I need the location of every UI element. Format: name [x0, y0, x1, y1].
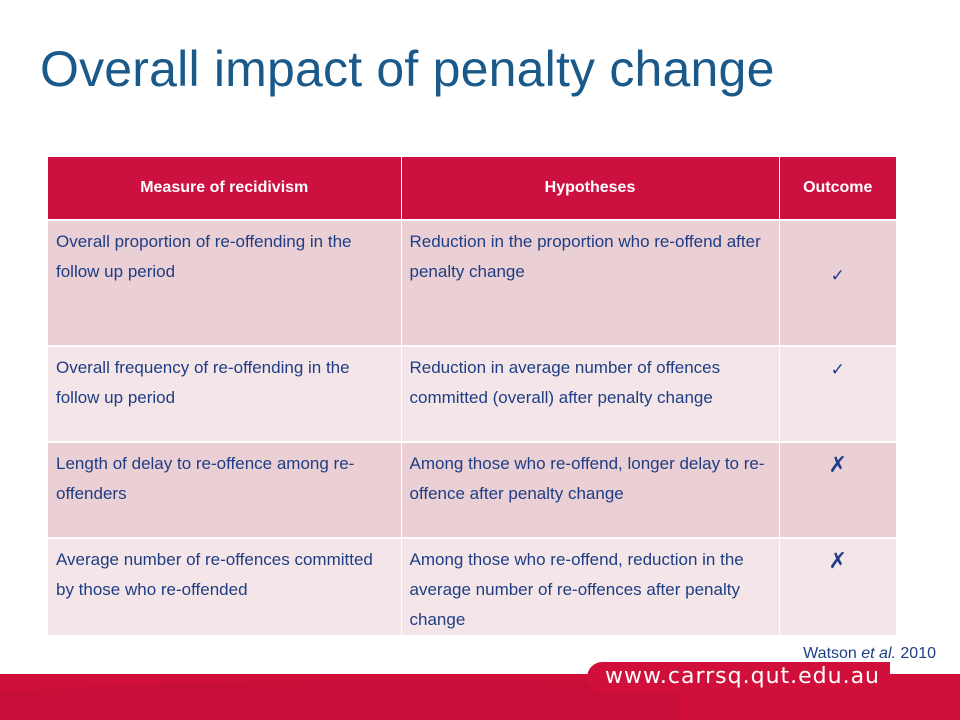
citation: Watson et al. 2010 — [803, 645, 936, 663]
table-row: Overall frequency of re-offending in the… — [48, 345, 896, 442]
measure-cell: Average number of re-offences committed … — [48, 537, 401, 635]
check-icon: ✓ — [830, 266, 845, 286]
footer-url-link[interactable]: www.carrsq.qut.edu.au — [586, 662, 890, 693]
citation-author: Watson — [803, 645, 857, 662]
citation-year: 2010 — [900, 645, 936, 662]
header-outcome: Outcome — [778, 157, 896, 220]
measure-cell: Overall frequency of re-offending in the… — [48, 345, 401, 442]
measure-cell: Overall proportion of re-offending in th… — [48, 219, 401, 346]
recidivism-table-container: Measure of recidivism Hypotheses Outcome… — [48, 157, 896, 635]
hypothesis-cell: Among those who re-offend, longer delay … — [400, 441, 779, 538]
hypothesis-cell: Among those who re-offend, reduction in … — [400, 537, 779, 635]
table-header-row: Measure of recidivism Hypotheses Outcome — [48, 157, 896, 220]
footer-swoosh-graphic — [0, 679, 680, 720]
check-icon: ✓ — [830, 360, 845, 380]
outcome-cell: ✓ — [778, 345, 896, 442]
measure-cell: Length of delay to re-offence among re-o… — [48, 441, 401, 538]
hypothesis-cell: Reduction in average number of offences … — [400, 345, 779, 442]
outcome-cell: ✗ — [778, 441, 896, 538]
table-row: Overall proportion of re-offending in th… — [48, 219, 896, 346]
table-row: Length of delay to re-offence among re-o… — [48, 441, 896, 538]
cross-icon: ✗ — [828, 453, 847, 478]
header-hypotheses: Hypotheses — [400, 157, 779, 220]
slide-title: Overall impact of penalty change — [40, 41, 775, 97]
hypothesis-cell: Reduction in the proportion who re-offen… — [400, 219, 779, 346]
header-measure: Measure of recidivism — [48, 157, 401, 220]
cross-icon: ✗ — [828, 549, 847, 574]
outcome-cell: ✓ — [778, 219, 896, 346]
outcome-cell: ✗ — [778, 537, 896, 635]
table-row: Average number of re-offences committed … — [48, 537, 896, 635]
citation-etal: et al. — [861, 645, 896, 662]
recidivism-table: Measure of recidivism Hypotheses Outcome… — [48, 157, 896, 635]
